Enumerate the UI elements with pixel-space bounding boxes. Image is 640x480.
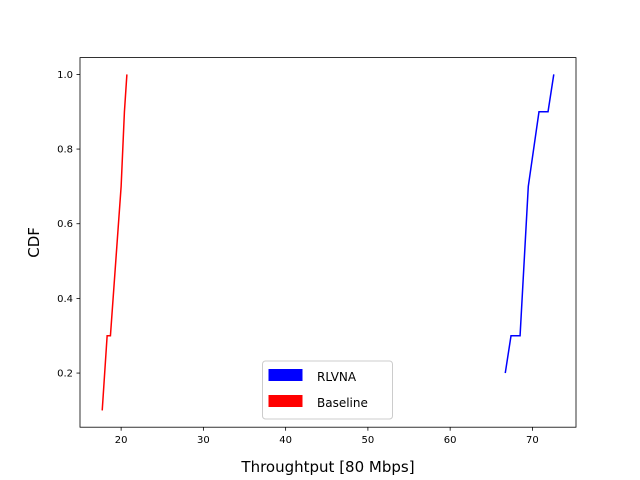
legend-swatch-baseline	[268, 395, 303, 407]
legend-label-baseline: Baseline	[317, 396, 368, 410]
y-axis-ticks: 0.2 0.4 0.6 0.8 1.0	[57, 70, 80, 380]
x-tick-label: 70	[526, 435, 539, 446]
y-tick-label: 0.8	[57, 145, 73, 156]
x-axis-ticks: 20 30 40 50 60 70	[115, 427, 539, 446]
y-tick-label: 1.0	[57, 70, 73, 81]
legend-label-rlvna: RLVNA	[317, 370, 357, 384]
y-axis-label: CDF	[25, 227, 43, 258]
y-tick-label: 0.6	[57, 219, 73, 230]
y-tick-label: 0.4	[57, 294, 73, 305]
x-tick-label: 20	[115, 435, 128, 446]
plot-frame	[79, 57, 577, 428]
y-tick-label: 0.2	[57, 369, 73, 380]
x-axis-label: Throughtput [80 Mbps]	[240, 458, 414, 476]
legend-swatch-rlvna	[268, 369, 303, 381]
x-tick-label: 60	[444, 435, 457, 446]
series-line-baseline	[101, 74, 128, 411]
x-tick-label: 30	[197, 435, 210, 446]
x-tick-label: 50	[362, 435, 375, 446]
x-tick-label: 40	[279, 435, 292, 446]
legend: RLVNA Baseline	[262, 360, 393, 420]
series-line-rlvna	[504, 74, 555, 374]
series-layer	[101, 74, 555, 411]
